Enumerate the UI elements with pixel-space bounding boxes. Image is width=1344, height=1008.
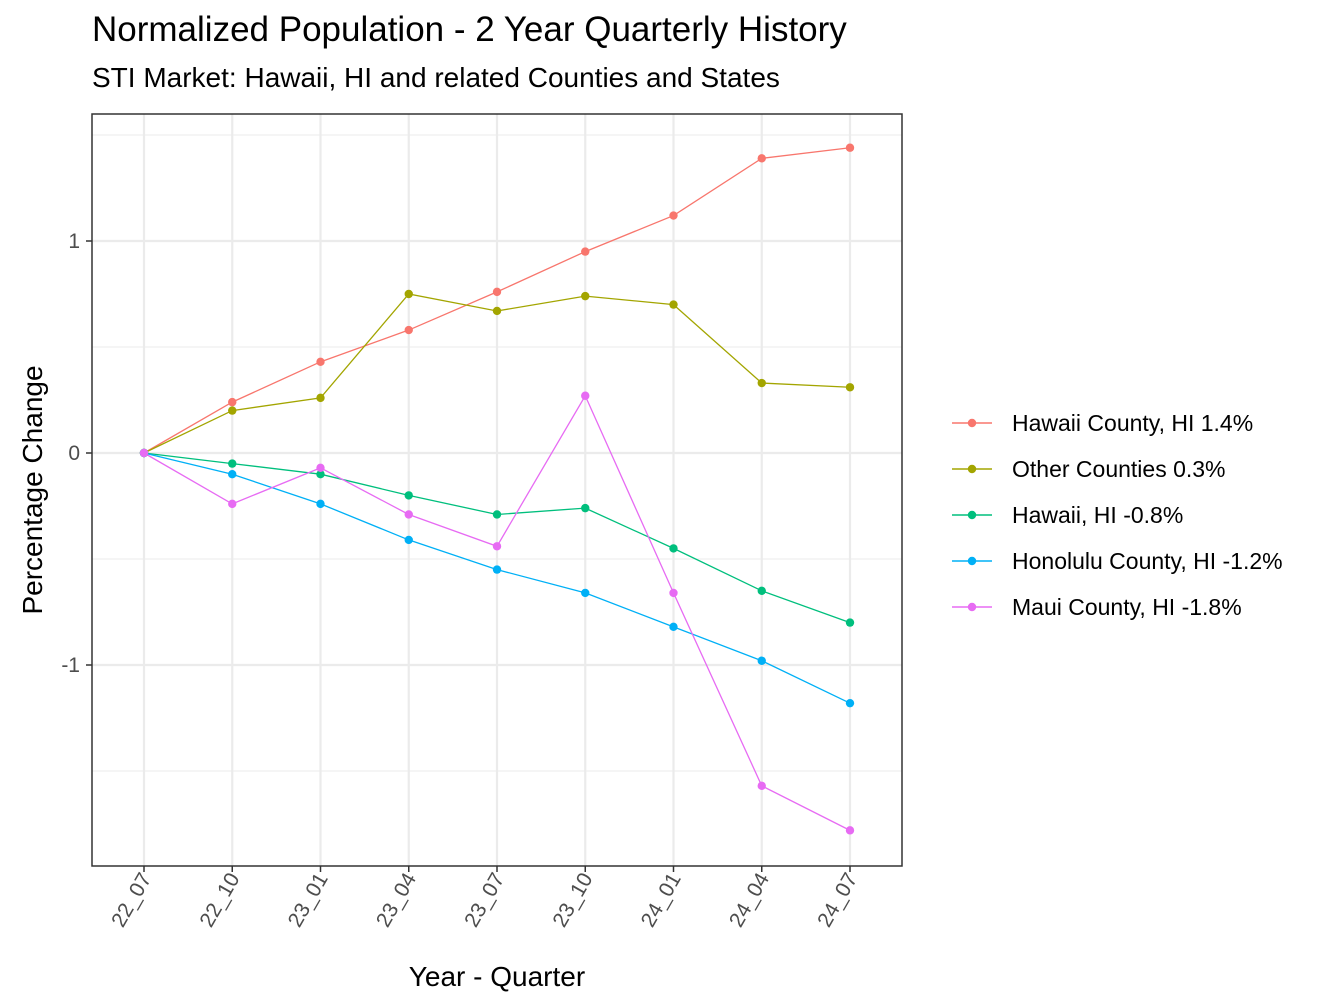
x-tick-label: 23_04 xyxy=(372,869,421,931)
data-point xyxy=(757,378,766,388)
legend-item: Maui County, HI -1.8% xyxy=(950,584,1283,630)
data-point xyxy=(316,470,325,479)
data-point xyxy=(492,565,502,574)
data-point xyxy=(492,510,502,519)
data-point xyxy=(492,542,502,551)
legend-key xyxy=(950,538,994,584)
data-point xyxy=(228,406,237,415)
chart-title: Normalized Population - 2 Year Quarterly… xyxy=(92,10,847,49)
data-point xyxy=(228,499,237,509)
data-point xyxy=(492,306,502,316)
grid-major xyxy=(92,114,902,866)
data-point xyxy=(669,300,678,309)
data-point xyxy=(404,491,413,500)
chart-subtitle: STI Market: Hawaii, HI and related Count… xyxy=(92,62,780,93)
data-point xyxy=(845,618,855,627)
x-tick-label: 23_10 xyxy=(548,869,597,931)
data-point xyxy=(669,622,678,632)
x-tick-label: 24_07 xyxy=(813,869,862,931)
data-point xyxy=(669,211,678,220)
legend-label: Other Counties 0.3% xyxy=(1012,455,1226,482)
data-point xyxy=(581,291,590,301)
data-point xyxy=(404,535,413,545)
legend-label: Hawaii, HI -0.8% xyxy=(1012,501,1184,528)
x-tick-label: 22_07 xyxy=(107,869,156,931)
legend-key xyxy=(950,584,994,630)
data-point xyxy=(757,154,766,163)
data-point xyxy=(757,586,766,595)
data-point xyxy=(492,287,502,297)
data-point xyxy=(845,698,855,708)
data-point xyxy=(669,588,678,598)
data-point xyxy=(757,656,766,665)
legend-key xyxy=(950,492,994,538)
legend-key xyxy=(950,400,994,446)
data-point xyxy=(669,544,678,553)
data-point xyxy=(581,391,590,400)
data-point xyxy=(404,289,413,299)
x-tick-label: 24_01 xyxy=(637,869,686,931)
x-tick-label: 23_01 xyxy=(284,869,333,931)
data-point xyxy=(228,459,237,468)
data-point xyxy=(139,448,149,458)
legend-label: Hawaii County, HI 1.4% xyxy=(1012,409,1254,436)
data-point xyxy=(404,325,413,335)
legend: Hawaii County, HI 1.4% Other Counties 0.3… xyxy=(950,400,1283,630)
y-axis-title: Percentage Change xyxy=(17,365,48,614)
series-points xyxy=(139,143,855,835)
data-point xyxy=(316,499,325,509)
y-tick-label: 0 xyxy=(68,442,80,465)
x-tick-label: 22_10 xyxy=(195,869,244,931)
data-point xyxy=(581,503,590,513)
data-point xyxy=(581,247,590,256)
data-point xyxy=(228,470,237,479)
data-point xyxy=(757,781,766,791)
x-tick-label: 23_07 xyxy=(460,869,509,931)
data-point xyxy=(581,588,590,598)
legend-label: Maui County, HI -1.8% xyxy=(1012,593,1242,620)
legend-key xyxy=(950,446,994,492)
y-tick-label: 1 xyxy=(68,230,80,253)
x-tick-label: 24_04 xyxy=(725,869,774,931)
legend-item: Other Counties 0.3% xyxy=(950,446,1283,492)
legend-item: Hawaii County, HI 1.4% xyxy=(950,400,1283,446)
data-point xyxy=(845,383,855,392)
data-point xyxy=(316,463,325,473)
data-point xyxy=(404,510,413,519)
data-point xyxy=(845,826,855,835)
legend-label: Honolulu County, HI -1.2% xyxy=(1012,547,1283,574)
data-point xyxy=(845,143,855,152)
y-tick-label: -1 xyxy=(61,654,80,677)
legend-item: Hawaii, HI -0.8% xyxy=(950,492,1283,538)
x-axis-title: Year - Quarter xyxy=(409,961,585,992)
data-point xyxy=(316,393,325,403)
legend-item: Honolulu County, HI -1.2% xyxy=(950,538,1283,584)
data-point xyxy=(316,357,325,367)
data-point xyxy=(228,397,237,407)
